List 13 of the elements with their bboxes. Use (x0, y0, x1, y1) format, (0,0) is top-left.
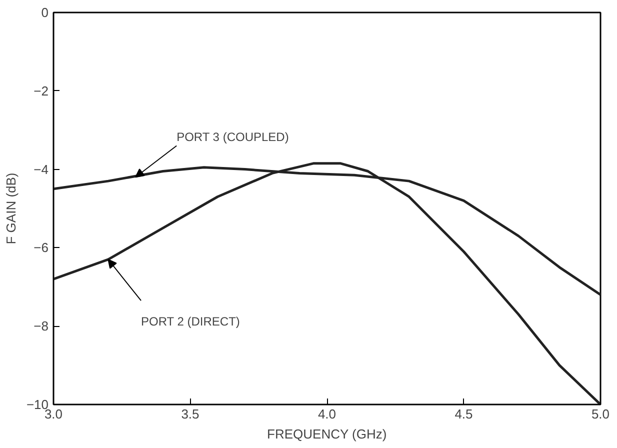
y-tick-label: 0 (41, 5, 49, 20)
x-tick-label: 4.0 (318, 406, 336, 422)
y-tick-label: −8 (34, 318, 49, 334)
y-tick-label: −4 (34, 162, 49, 177)
y-tick-label: −6 (34, 240, 49, 256)
x-tick-label: 5.0 (591, 406, 610, 422)
annotation: PORT 2 (DIRECT) (141, 314, 240, 328)
y-tick-label: −2 (34, 83, 49, 98)
y-axis-title: F GAIN (dB) (3, 172, 18, 244)
x-tick-label: 3.5 (181, 406, 200, 422)
annotation: PORT 3 (COUPLED) (176, 130, 289, 144)
x-tick-label: 4.5 (454, 406, 473, 422)
x-axis-title: FREQUENCY (GHz) (267, 426, 387, 442)
